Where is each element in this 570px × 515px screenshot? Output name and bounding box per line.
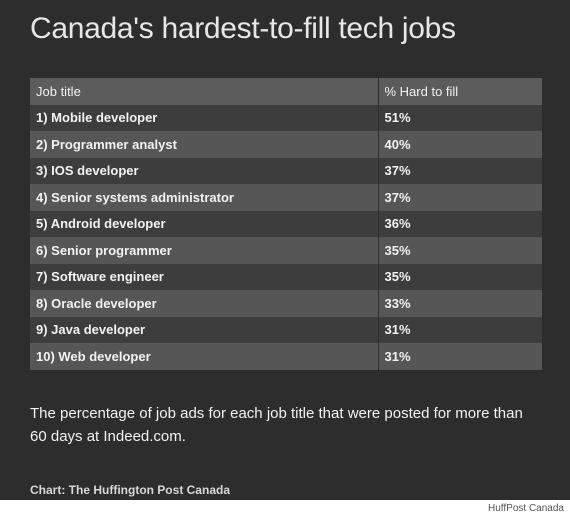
hard-to-fill-cell: 31% (378, 343, 543, 370)
hard-to-fill-cell: 36% (378, 210, 543, 237)
job-title-cell: 5) Android developer (30, 210, 379, 237)
job-title-cell: 10) Web developer (30, 343, 379, 370)
table-row: 7) Software engineer 35% (30, 263, 543, 290)
table-row: 10) Web developer 31% (30, 343, 543, 370)
hard-to-fill-cell: 37% (378, 184, 543, 211)
table-row: 9) Java developer 31% (30, 316, 543, 343)
table-row: 2) Programmer analyst 40% (30, 131, 543, 158)
hard-to-fill-cell: 33% (378, 290, 543, 317)
jobs-table: Job title % Hard to fill 1) Mobile devel… (30, 78, 543, 370)
chart-title: Canada's hardest-to-fill tech jobs (30, 12, 456, 45)
hard-to-fill-cell: 31% (378, 316, 543, 343)
job-title-cell: 8) Oracle developer (30, 290, 379, 317)
job-title-cell: 9) Java developer (30, 316, 379, 343)
job-title-cell: 4) Senior systems administrator (30, 184, 379, 211)
job-title-cell: 6) Senior programmer (30, 237, 379, 264)
source-watermark: HuffPost Canada (488, 503, 564, 514)
chart-description: The percentage of job ads for each job t… (30, 405, 523, 445)
table-row: 5) Android developer 36% (30, 210, 543, 237)
hard-to-fill-cell: 35% (378, 263, 543, 290)
table-row: 1) Mobile developer 51% (30, 104, 543, 131)
hard-to-fill-cell: 40% (378, 131, 543, 158)
table-row: 8) Oracle developer 33% (30, 290, 543, 317)
table-row: 3) IOS developer 37% (30, 157, 543, 184)
table-row: 6) Senior programmer 35% (30, 237, 543, 264)
chart-credit: Chart: The Huffington Post Canada (30, 483, 230, 497)
table-header-row: Job title % Hard to fill (30, 78, 543, 105)
table-row: 4) Senior systems administrator 37% (30, 184, 543, 211)
hard-to-fill-cell: 37% (378, 157, 543, 184)
job-title-cell: 7) Software engineer (30, 263, 379, 290)
hard-to-fill-cell: 35% (378, 237, 543, 264)
column-header-hard-to-fill: % Hard to fill (378, 78, 543, 105)
chart-card: Canada's hardest-to-fill tech jobs Job t… (0, 0, 570, 500)
job-title-cell: 3) IOS developer (30, 157, 379, 184)
column-header-job-title: Job title (30, 78, 379, 105)
job-title-cell: 2) Programmer analyst (30, 131, 379, 158)
hard-to-fill-cell: 51% (378, 104, 543, 131)
job-title-cell: 1) Mobile developer (30, 104, 379, 131)
